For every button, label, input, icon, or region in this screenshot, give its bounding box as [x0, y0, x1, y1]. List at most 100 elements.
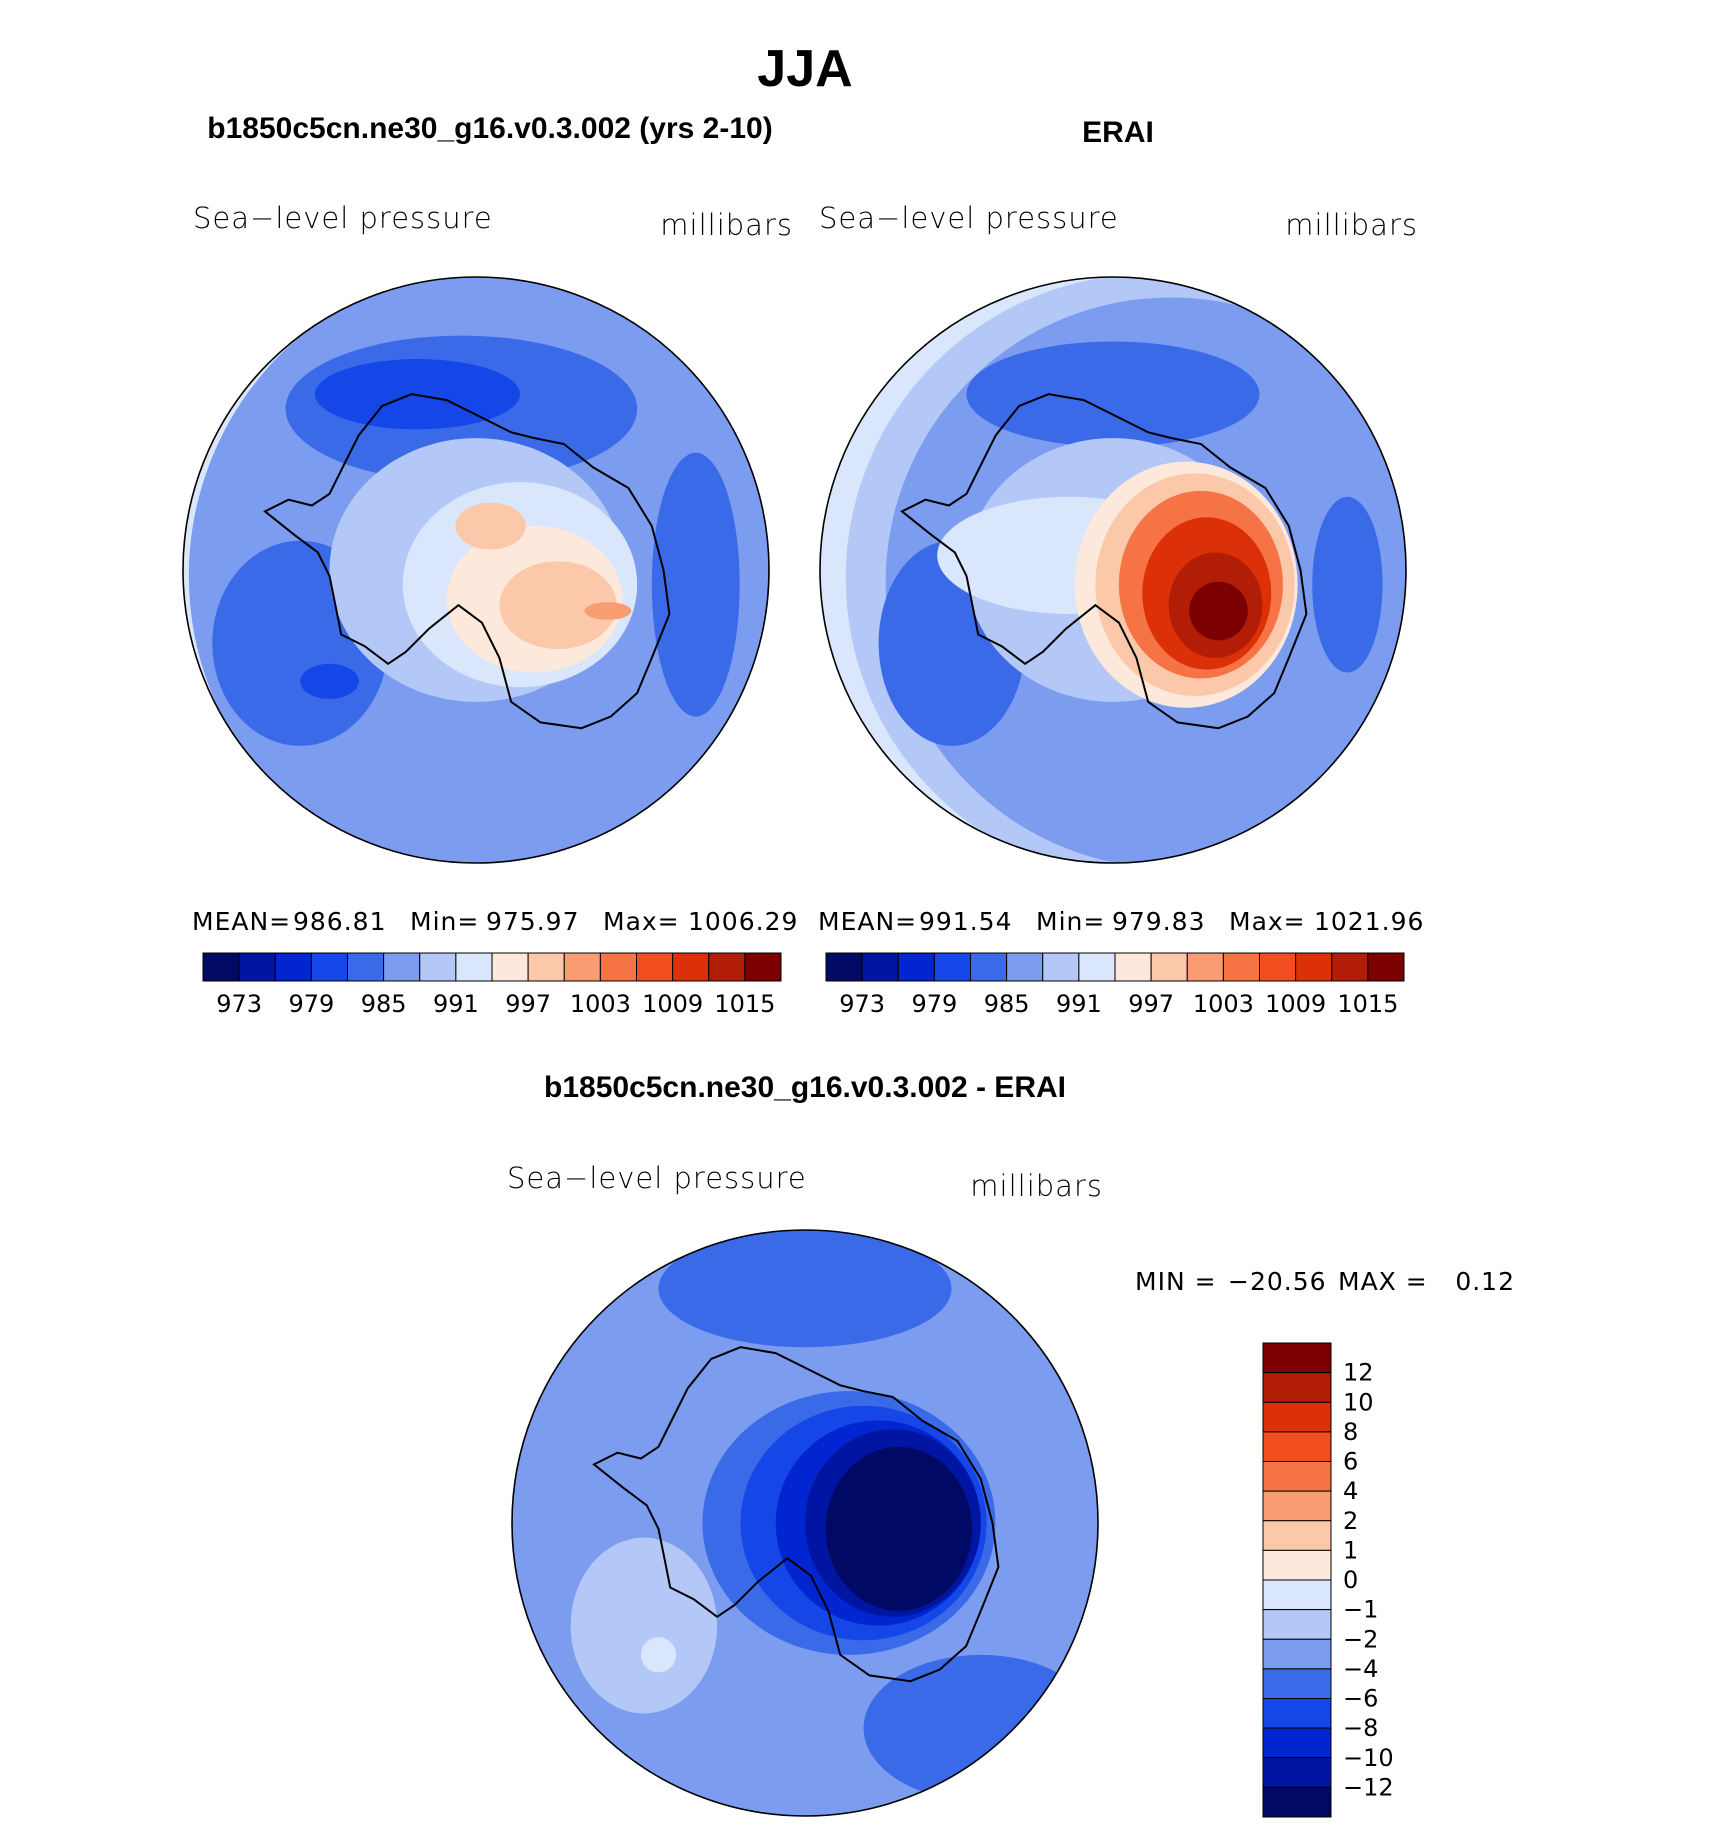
colorbar-cell-3: [1262, 1431, 1332, 1462]
colorbar-tick-label: −4: [1343, 1655, 1378, 1683]
colorbar-cell-5: [1006, 952, 1044, 982]
panel-3-title: b1850c5cn.ne30_g16.v0.3.002 - ERAI: [544, 1071, 1066, 1104]
contour-blob-8: [825, 1446, 973, 1611]
panel-1-polar-map: [182, 276, 770, 864]
colorbar-tick-label: 973: [839, 990, 885, 1018]
panel-1-max-value: 1006.29: [688, 907, 798, 936]
colorbar-cell-14: [708, 952, 746, 982]
contour-blob-9: [455, 502, 526, 550]
colorbar-tick-label: 6: [1343, 1448, 1358, 1476]
colorbar-cell-9: [1262, 1609, 1332, 1640]
panel-1-title: b1850c5cn.ne30_g16.v0.3.002 (yrs 2-10): [207, 112, 772, 145]
panel-2-min-label: Min=: [1036, 907, 1105, 936]
colorbar-tick-label: −12: [1343, 1773, 1394, 1801]
panel-2-left-label: Sea−level pressure: [819, 201, 1119, 235]
panel-2-mean-value: 991.54: [919, 907, 1012, 936]
colorbar-tick-label: −8: [1343, 1714, 1378, 1742]
panel-2-max-label: Max=: [1229, 907, 1306, 936]
colorbar-tick-label: 2: [1343, 1507, 1358, 1535]
colorbar-tick-label: 997: [1128, 990, 1174, 1018]
colorbar-tick-label: 10: [1343, 1388, 1374, 1416]
colorbar-cell-8: [491, 952, 529, 982]
figure-title: JJA: [757, 40, 852, 98]
colorbar-cell-1: [238, 952, 276, 982]
antarctica-coastline: [263, 393, 671, 730]
colorbar-cell-7: [1078, 952, 1116, 982]
colorbar-tick-label: 1009: [1265, 990, 1326, 1018]
colorbar-cell-6: [1042, 952, 1080, 982]
colorbar-cell-10: [1186, 952, 1224, 982]
panel-1-mean-value: 986.81: [293, 907, 386, 936]
panel-3-right-label: millibars: [970, 1169, 1103, 1203]
colorbar-cell-10: [1262, 1638, 1332, 1670]
antarctica-coastline: [592, 1346, 1000, 1683]
panel-1-stats: MEAN= 986.81 Min= 975.97 Max= 1006.29: [192, 907, 798, 936]
panel-3-left-label: Sea−level pressure: [507, 1161, 807, 1195]
colorbar-tick-label: 973: [216, 990, 262, 1018]
colorbar-cell-4: [970, 952, 1008, 982]
panel-2-min-value: 979.83: [1112, 907, 1205, 936]
colorbar-cell-2: [1262, 1401, 1332, 1433]
contour-blob-0: [658, 1230, 952, 1348]
colorbar-cell-14: [1262, 1757, 1332, 1788]
colorbar-cell-2: [897, 952, 935, 982]
panel-1-colorbar: 973 979 985 991 997 1003 1009 1015: [202, 952, 782, 1018]
colorbar-tick-label: 985: [984, 990, 1030, 1018]
colorbar-cell-0: [202, 952, 240, 982]
colorbar-tick-label: 979: [288, 990, 334, 1018]
contour-blob-10: [584, 602, 632, 620]
colorbar-tick-label: 1: [1343, 1536, 1358, 1564]
colorbar-cell-6: [1262, 1520, 1332, 1551]
colorbar-cell-15: [744, 952, 782, 982]
colorbar-cell-6: [419, 952, 457, 982]
panel-2-max-value: 1021.96: [1314, 907, 1424, 936]
colorbar-tick-label: 985: [361, 990, 407, 1018]
panel-1-left-label: Sea−level pressure: [193, 201, 493, 235]
panel-3-min-value: −20.56: [1228, 1267, 1327, 1296]
colorbar-cell-7: [1262, 1549, 1332, 1581]
contour-blob-1: [863, 1654, 1098, 1802]
colorbar-cell-12: [1259, 952, 1297, 982]
colorbar-tick-label: 991: [1056, 990, 1102, 1018]
colorbar-cell-15: [1262, 1786, 1332, 1818]
colorbar-cell-0: [1262, 1342, 1332, 1374]
colorbar-tick-label: 991: [433, 990, 479, 1018]
panel-2-polar-map: [819, 276, 1407, 864]
colorbar-cell-13: [1262, 1727, 1332, 1759]
contour-blob-1: [651, 452, 740, 717]
map-border: [819, 276, 1407, 864]
colorbar-cell-12: [1262, 1698, 1332, 1729]
colorbar-tick-label: 8: [1343, 1418, 1358, 1446]
panel-3-polar-map: [511, 1229, 1099, 1817]
colorbar-cell-9: [1150, 952, 1188, 982]
colorbar-tick-label: 12: [1343, 1359, 1374, 1387]
panel-1-right-label: millibars: [660, 208, 793, 242]
colorbar-cell-4: [1262, 1461, 1332, 1492]
colorbar-cell-4: [347, 952, 385, 982]
colorbar-tick-label: 1015: [714, 990, 775, 1018]
colorbar-cell-11: [1222, 952, 1260, 982]
colorbar-cell-5: [1262, 1490, 1332, 1522]
contour-blob-8: [499, 561, 617, 650]
colorbar-tick-label: 0: [1343, 1566, 1358, 1594]
contour-blob-1: [1312, 496, 1383, 673]
panel-2-stats: MEAN= 991.54 Min= 979.83 Max= 1021.96: [818, 907, 1424, 936]
colorbar-cell-12: [636, 952, 674, 982]
colorbar-tick-label: 1015: [1337, 990, 1398, 1018]
panel-1-mean-label: MEAN=: [192, 907, 291, 936]
colorbar-cell-1: [1262, 1372, 1332, 1403]
colorbar-cell-10: [563, 952, 601, 982]
colorbar-cell-13: [1295, 952, 1333, 982]
panel-1-min-value: 975.97: [486, 907, 579, 936]
colorbar-cell-2: [274, 952, 312, 982]
colorbar-cell-1: [861, 952, 899, 982]
contour-blob-3: [640, 1637, 677, 1673]
map-border: [182, 276, 770, 864]
colorbar-cell-11: [599, 952, 637, 982]
map-border: [511, 1229, 1099, 1817]
antarctica-coastline: [900, 393, 1308, 730]
panel-3-stats: MIN = −20.56 MAX = 0.12: [1135, 1267, 1514, 1296]
colorbar-tick-label: 997: [505, 990, 551, 1018]
